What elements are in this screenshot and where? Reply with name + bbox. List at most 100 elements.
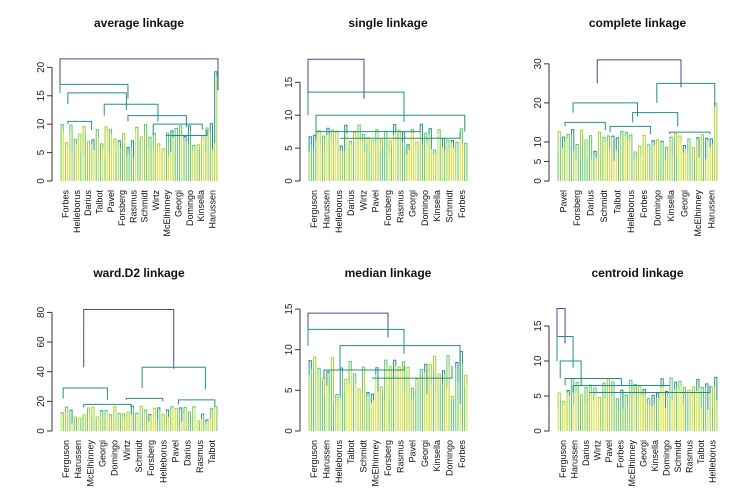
dendrogram-merge bbox=[700, 386, 704, 409]
leaf-label: Wirtz bbox=[122, 440, 132, 461]
dendrogram-merge bbox=[69, 124, 73, 155]
dendrogram-merge bbox=[323, 365, 405, 379]
dendrogram-merge bbox=[651, 394, 655, 407]
y-tick-label: 10 bbox=[533, 355, 544, 367]
leaf-label: Domingo bbox=[661, 440, 671, 476]
dendrogram-merge bbox=[428, 128, 432, 150]
dendrogram-merge bbox=[415, 378, 419, 390]
chart-title: complete linkage bbox=[589, 16, 687, 30]
dendrogram-merge bbox=[83, 308, 175, 369]
dendrogram-merge bbox=[165, 409, 170, 417]
dendrogram-merge bbox=[575, 143, 579, 160]
leaf-label: Kinsella bbox=[196, 190, 206, 222]
leaf-label: Georgi bbox=[638, 440, 648, 467]
dendrogram-merge bbox=[307, 58, 365, 99]
dendrogram-merge bbox=[384, 359, 388, 402]
dendrogram-merge bbox=[388, 366, 392, 398]
leaf-label: McElhinney bbox=[85, 440, 95, 487]
dendrogram-merge bbox=[638, 145, 642, 157]
dendrogram-merge bbox=[152, 407, 156, 416]
leaf-label: Talbot bbox=[346, 440, 356, 465]
dendrogram-merge bbox=[579, 394, 584, 409]
dendrogram-merge bbox=[372, 365, 453, 379]
dendrogram-merge bbox=[656, 139, 660, 161]
dendrogram-merge bbox=[379, 386, 383, 397]
dendrogram-merge bbox=[141, 366, 206, 390]
dendrogram-merge bbox=[709, 138, 713, 148]
dendrogram-merge bbox=[179, 125, 183, 136]
leaf-label: Rasmus bbox=[195, 440, 205, 474]
y-tick-label: 5 bbox=[36, 149, 47, 155]
dendrogram-merge bbox=[205, 419, 209, 424]
y-tick-label: 80 bbox=[36, 306, 47, 318]
y-tick-label: 30 bbox=[533, 58, 544, 70]
dendrogram-merge bbox=[108, 414, 113, 419]
dendrogram-merge bbox=[178, 399, 216, 406]
dendrogram-merge bbox=[152, 132, 156, 148]
leaf-label: Schmidt bbox=[140, 190, 150, 223]
y-tick-label: 0 bbox=[36, 178, 47, 184]
dendrogram-merge bbox=[126, 146, 130, 156]
leaf-label: Rasmus bbox=[684, 440, 694, 474]
leaf-label: Rasmus bbox=[395, 440, 405, 474]
dendrogram-merge bbox=[575, 382, 579, 400]
dendrogram-merge bbox=[60, 124, 64, 134]
dendrogram-merge bbox=[100, 410, 104, 412]
y-tick-label: 10 bbox=[533, 136, 544, 148]
dendrogram-merge bbox=[344, 378, 348, 394]
leaf-label: Kinsella bbox=[650, 440, 660, 472]
dendrogram-merge bbox=[122, 413, 126, 420]
dendrogram-merge bbox=[651, 140, 655, 146]
dendrogram-merge bbox=[86, 140, 91, 154]
dendrogram-merge bbox=[611, 381, 615, 397]
leaf-label: Forsberg bbox=[117, 190, 127, 226]
dendrogram-merge bbox=[183, 406, 187, 414]
dendrogram-merge bbox=[103, 103, 159, 122]
dendrogram-merge bbox=[642, 134, 646, 145]
leaf-label: Domingo bbox=[110, 440, 120, 476]
chart-title: average linkage bbox=[94, 16, 184, 30]
dendrogram-merge bbox=[700, 134, 704, 151]
dendrogram-merge bbox=[584, 386, 588, 404]
dendrogram-merge bbox=[62, 387, 108, 400]
leaf-label: Forsberg bbox=[146, 440, 156, 476]
dendrogram-merge bbox=[335, 130, 339, 142]
leaf-label: McElhinney bbox=[627, 440, 637, 487]
leaf-label: Forsberg bbox=[383, 190, 393, 226]
dendrogram-merge bbox=[682, 144, 687, 153]
y-tick-label: 10 bbox=[36, 118, 47, 130]
y-tick-label: 0 bbox=[533, 428, 544, 434]
leaf-label: McElhinney bbox=[693, 190, 703, 237]
dendrogram-merge bbox=[117, 412, 121, 419]
leaf-label: Domingo bbox=[420, 190, 430, 226]
dendrogram-merge bbox=[130, 405, 135, 415]
dendrogram-merge bbox=[307, 328, 405, 354]
y-tick-label: 15 bbox=[36, 90, 47, 102]
dendrogram-merge bbox=[113, 138, 117, 153]
dendrogram-merge bbox=[73, 138, 77, 148]
dendrogram-merge bbox=[64, 406, 69, 412]
dendrogram-merge bbox=[214, 406, 218, 411]
dendrogram-merge bbox=[419, 369, 423, 399]
dendrogram-merge bbox=[174, 407, 178, 412]
dendrogram-merge bbox=[170, 406, 174, 417]
dendrogram-merge bbox=[647, 144, 651, 158]
dendrogram-merge bbox=[161, 148, 165, 153]
dendrogram-merge bbox=[307, 91, 405, 122]
dendrogram-merge bbox=[135, 126, 139, 148]
dendrogram-merge bbox=[562, 136, 566, 148]
dendrogram-merge bbox=[556, 308, 566, 344]
leaf-label: Domingo bbox=[653, 190, 663, 226]
y-tick-label: 20 bbox=[36, 61, 47, 73]
dendrogram-merge bbox=[375, 367, 379, 392]
dendrogram-merge bbox=[161, 413, 165, 417]
dendrogram-merge bbox=[214, 71, 218, 144]
dendrogram-merge bbox=[559, 360, 582, 386]
leaf-label: Schmidt bbox=[358, 440, 368, 473]
leaf-label: Schmidt bbox=[134, 440, 144, 473]
chart-title: centroid linkage bbox=[591, 266, 683, 280]
dendrogram-merge bbox=[696, 378, 700, 391]
dendrogram-merge bbox=[459, 350, 463, 404]
dendrogram-merge bbox=[428, 364, 432, 385]
